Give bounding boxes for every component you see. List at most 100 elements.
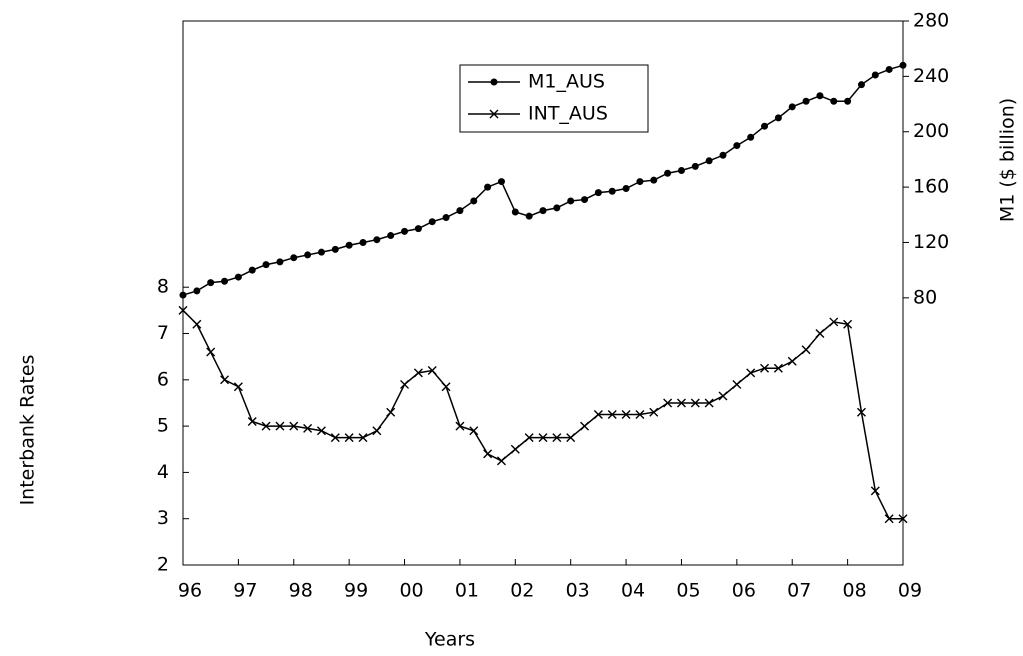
point	[691, 162, 699, 170]
point	[650, 176, 658, 184]
point	[539, 207, 547, 215]
point	[773, 363, 783, 373]
point	[304, 251, 312, 259]
y-tick-label: 2	[157, 554, 169, 576]
x-tick-label: 04	[621, 580, 645, 602]
point	[718, 391, 728, 401]
point	[553, 204, 561, 212]
legend-marker	[490, 78, 498, 86]
y-tick-label: 4	[157, 461, 169, 483]
point	[856, 407, 866, 417]
x-tick-label: 08	[843, 580, 867, 602]
point	[358, 433, 368, 443]
point	[719, 151, 727, 159]
point	[690, 398, 700, 408]
point	[538, 433, 548, 443]
point	[705, 157, 713, 165]
x-tick-label: 96	[178, 580, 202, 602]
point	[276, 258, 284, 266]
point	[884, 514, 894, 524]
point	[608, 187, 616, 195]
point	[359, 238, 367, 246]
point	[801, 345, 811, 355]
point	[193, 287, 201, 295]
point	[290, 254, 298, 262]
point	[732, 379, 742, 389]
x-tick-label: 06	[732, 580, 756, 602]
point	[747, 133, 755, 141]
point	[428, 218, 436, 226]
point	[510, 444, 520, 454]
point	[761, 122, 769, 130]
point	[857, 81, 865, 89]
point	[844, 97, 852, 105]
y2-tick-label: 200	[913, 120, 949, 142]
point	[427, 366, 437, 376]
point	[830, 97, 838, 105]
point	[898, 514, 908, 524]
y2-tick-label: 160	[913, 176, 949, 198]
point	[345, 241, 353, 249]
point	[303, 423, 313, 433]
point	[594, 189, 602, 197]
point	[621, 410, 631, 420]
point	[607, 410, 617, 420]
point	[289, 421, 299, 431]
point	[414, 225, 422, 233]
x-tick-label: 01	[455, 580, 479, 602]
point	[593, 410, 603, 420]
point	[552, 433, 562, 443]
x-axis-title: Years	[424, 629, 475, 651]
point	[733, 142, 741, 150]
point	[566, 433, 576, 443]
point	[649, 407, 659, 417]
legend-marker	[489, 109, 499, 119]
point	[316, 426, 326, 436]
y2-tick-label: 80	[913, 286, 937, 308]
point	[581, 196, 589, 204]
point	[456, 207, 464, 215]
point	[899, 61, 907, 69]
x-tick-label: 98	[289, 580, 313, 602]
point	[262, 261, 270, 269]
point	[816, 92, 824, 100]
point	[400, 379, 410, 389]
x-tick-label: 09	[898, 580, 922, 602]
point	[220, 375, 230, 385]
y-axis-title: Interbank Rates	[17, 355, 39, 506]
x-tick-label: 99	[344, 580, 368, 602]
y2-axis-title: M1 ($ billion)	[997, 98, 1019, 222]
point	[247, 416, 257, 426]
legend-label: INT_AUS	[528, 103, 608, 125]
point	[330, 433, 340, 443]
x-tick-label: 02	[510, 580, 534, 602]
point	[815, 329, 825, 339]
x-tick-label: 07	[787, 580, 811, 602]
point	[525, 212, 533, 220]
point	[233, 382, 243, 392]
point	[386, 407, 396, 417]
point	[331, 245, 339, 253]
point	[622, 184, 630, 192]
point	[413, 368, 423, 378]
point	[677, 166, 685, 174]
point	[676, 398, 686, 408]
x-tick-label: 05	[676, 580, 700, 602]
point	[497, 178, 505, 186]
point	[206, 347, 216, 357]
point	[802, 97, 810, 105]
point	[636, 178, 644, 186]
point	[871, 71, 879, 79]
y-tick-label: 5	[157, 415, 169, 437]
point	[829, 317, 839, 327]
point	[483, 449, 493, 459]
point	[179, 291, 187, 299]
point	[787, 356, 797, 366]
y-tick-label: 8	[157, 276, 169, 298]
point	[261, 421, 271, 431]
point	[843, 319, 853, 329]
point	[275, 421, 285, 431]
legend-label: M1_AUS	[528, 71, 605, 93]
point	[248, 266, 256, 274]
series-line	[182, 309, 903, 520]
